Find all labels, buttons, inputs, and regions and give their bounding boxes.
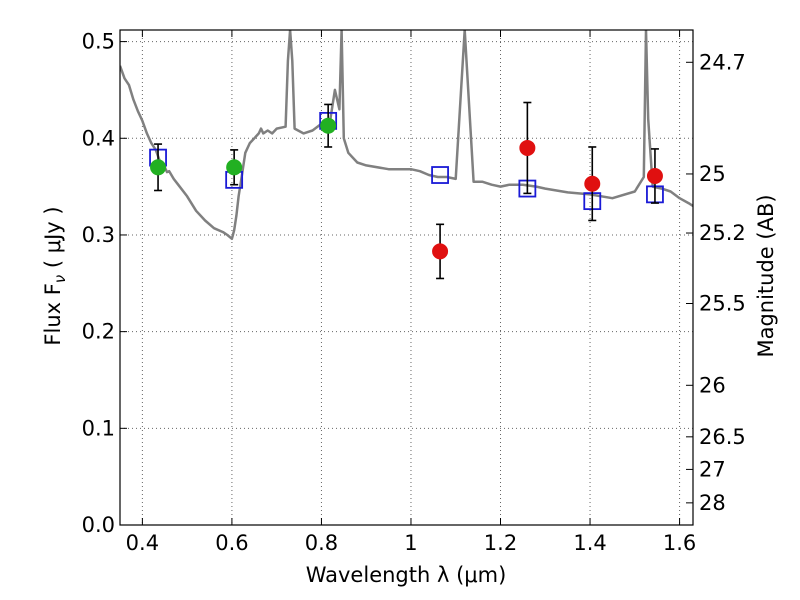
tick-layer: 0.4 0.6 0.8 1 1.2 1.4 1.6 0.0 0.1 0.2 0.3 0.4 0.5 24.… bbox=[82, 30, 746, 555]
x-tick-label: 1.2 bbox=[484, 531, 517, 555]
right-tick-label: 25 bbox=[699, 162, 726, 186]
red-data-point bbox=[646, 167, 663, 184]
y-axis-label-main: Flux F bbox=[41, 283, 65, 345]
y-tick-label: 0.5 bbox=[82, 30, 115, 54]
x-axis-label: Wavelength λ (μm) bbox=[306, 563, 507, 587]
red-data-point bbox=[519, 139, 536, 156]
x-tick-label: 0.4 bbox=[126, 531, 159, 555]
y-axis-label-unit: ( μJy ) bbox=[41, 206, 65, 274]
x-tick-label: 1.4 bbox=[573, 531, 606, 555]
right-tick-label: 24.7 bbox=[699, 50, 746, 74]
y-tick-label: 0.2 bbox=[82, 320, 115, 344]
x-tick-label: 0.8 bbox=[305, 531, 338, 555]
red-data-point bbox=[584, 175, 601, 192]
y-axis-label: Flux Fν ( μJy ) bbox=[41, 206, 69, 345]
right-tick-label: 25.5 bbox=[699, 292, 746, 316]
grid bbox=[120, 30, 693, 526]
right-tick-label: 28 bbox=[699, 491, 726, 515]
right-tick-label: 26 bbox=[699, 373, 726, 397]
right-tick-label: 26.5 bbox=[699, 425, 746, 449]
red-data-point bbox=[432, 243, 449, 260]
x-tick-label: 1 bbox=[404, 531, 417, 555]
right-tick-label: 25.2 bbox=[699, 221, 746, 245]
model-flux-square bbox=[431, 166, 449, 184]
plot-frame bbox=[119, 29, 694, 526]
green-data-point bbox=[150, 159, 167, 176]
y-tick-label: 0.3 bbox=[82, 223, 115, 247]
y-axis-label-sub: ν bbox=[51, 275, 69, 283]
y-tick-label: 0.4 bbox=[82, 126, 115, 150]
series-layer bbox=[120, 30, 693, 280]
right-axis-label: Magnitude (AB) bbox=[754, 194, 778, 357]
x-tick-label: 0.6 bbox=[215, 531, 248, 555]
y-tick-label: 0.0 bbox=[82, 513, 115, 537]
right-tick-label: 27 bbox=[699, 457, 726, 481]
green-data-point bbox=[320, 117, 337, 134]
y-tick-label: 0.1 bbox=[82, 416, 115, 440]
x-tick-label: 1.6 bbox=[663, 531, 696, 555]
green-data-point bbox=[226, 159, 243, 176]
spectrum-line bbox=[120, 30, 693, 241]
